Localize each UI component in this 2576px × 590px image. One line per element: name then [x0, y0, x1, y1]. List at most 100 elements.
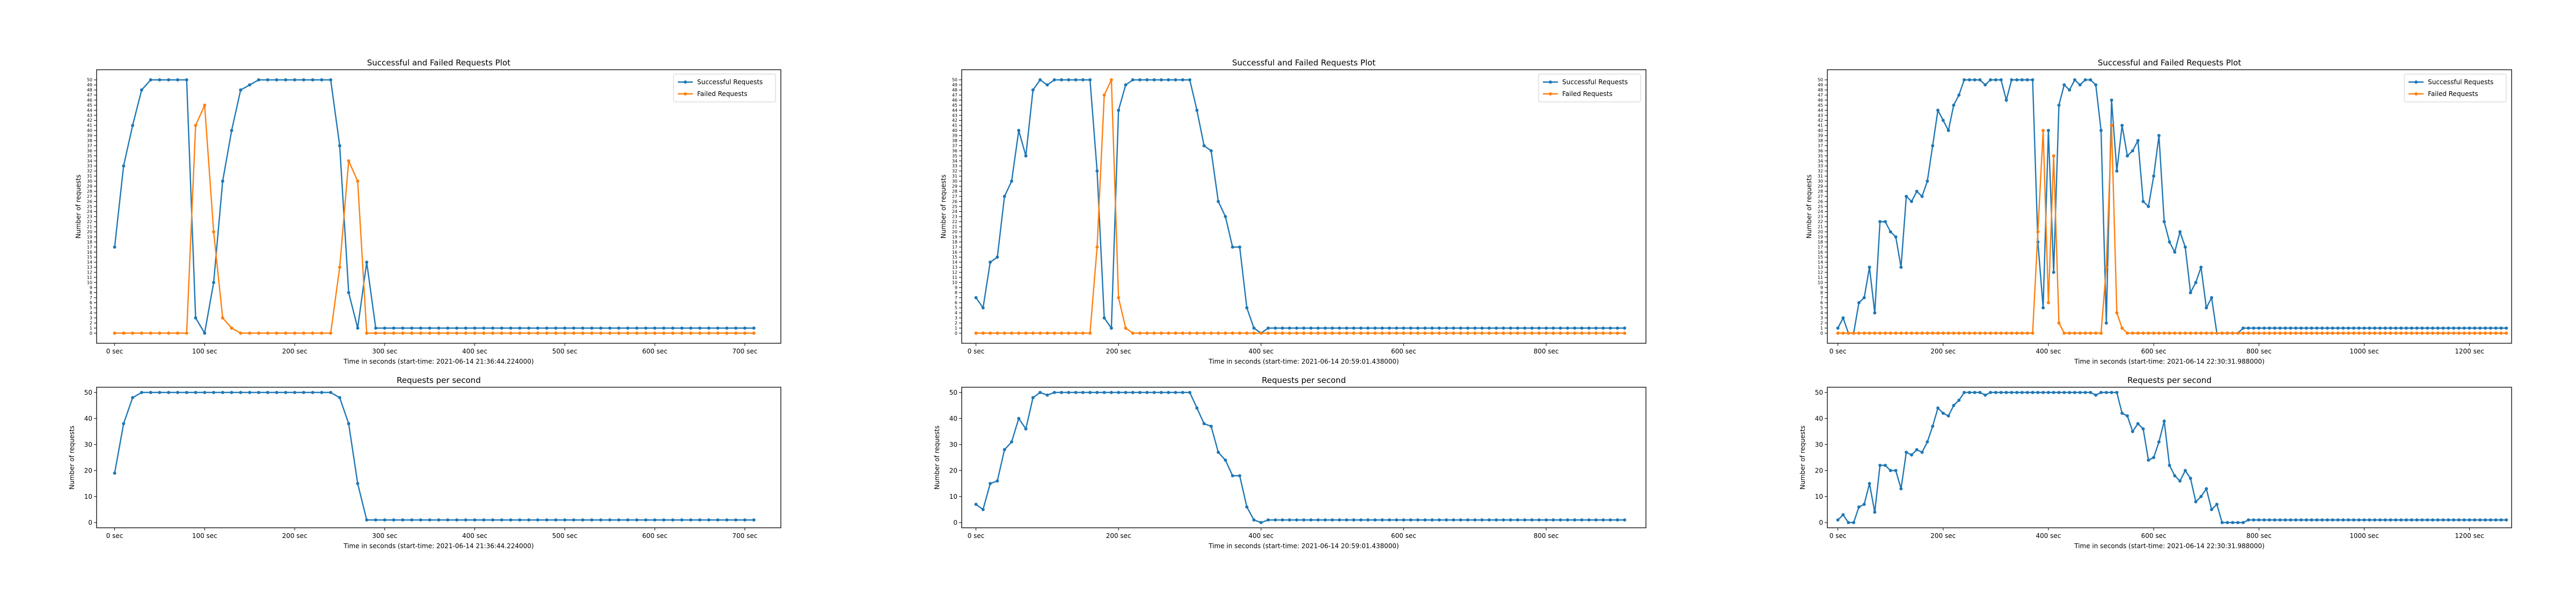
series-successful	[1836, 78, 2508, 335]
y-tick-label: 30	[84, 441, 92, 448]
data-point	[1899, 266, 1903, 269]
data-point	[284, 390, 288, 394]
data-point	[338, 266, 341, 269]
data-point	[1380, 518, 1384, 522]
data-point	[500, 326, 503, 330]
data-point	[1416, 326, 1419, 330]
data-point	[2052, 154, 2055, 158]
data-point	[581, 326, 584, 330]
data-point	[284, 78, 288, 82]
y-tick-label: 50	[87, 78, 92, 83]
data-point	[689, 326, 693, 330]
data-point	[257, 78, 260, 82]
y-tick-label: 9	[955, 285, 957, 290]
data-point	[2378, 326, 2382, 330]
data-point	[1936, 108, 1940, 112]
data-point	[1437, 326, 1441, 330]
data-point	[428, 331, 431, 335]
x-tick-label: 1200 sec	[2455, 348, 2484, 355]
y-tick-label: 16	[952, 250, 957, 255]
subplot-4: Requests per second 0 sec 200 sec 400 sec 60…	[933, 375, 1646, 550]
data-point	[644, 518, 648, 522]
data-point	[981, 331, 985, 335]
x-tick-label: 200 sec	[1930, 348, 1956, 355]
data-point	[509, 331, 513, 335]
y-tick-label: 36	[952, 149, 957, 153]
data-point	[1124, 83, 1128, 87]
data-point	[392, 331, 396, 335]
data-point	[221, 179, 224, 183]
data-point	[1159, 331, 1163, 335]
data-point	[527, 331, 531, 335]
legend-label: Successful Requests	[1562, 78, 1628, 86]
data-point	[2073, 390, 2076, 394]
data-point	[2031, 331, 2035, 335]
data-point	[302, 331, 305, 335]
y-tick-label: 46	[1818, 98, 1823, 102]
data-point	[617, 326, 620, 330]
data-point	[2099, 129, 2103, 132]
data-point	[1002, 448, 1006, 452]
data-point	[2320, 331, 2324, 335]
y-tick-label: 44	[952, 108, 957, 113]
data-point	[1963, 331, 1966, 335]
data-point	[2031, 78, 2035, 82]
data-point	[1238, 245, 1241, 249]
data-point	[356, 179, 360, 183]
data-point	[1509, 331, 1512, 335]
data-point	[113, 245, 116, 249]
data-point	[464, 331, 467, 335]
data-point	[635, 331, 639, 335]
y-tick-label: 50	[952, 78, 957, 83]
y-tick-label: 0	[88, 519, 92, 526]
y-tick-label: 24	[1818, 209, 1823, 214]
data-point	[1395, 331, 1399, 335]
data-point	[2394, 326, 2398, 330]
data-point	[491, 518, 495, 522]
data-point	[1530, 518, 1534, 522]
data-point	[2489, 326, 2492, 330]
data-point	[2357, 326, 2361, 330]
y-tick-label: 27	[952, 194, 957, 199]
data-point	[2189, 291, 2192, 294]
data-point	[2426, 518, 2429, 522]
data-point	[482, 518, 486, 522]
y-tick-label: 25	[87, 204, 92, 209]
y-tick-label: 29	[1818, 184, 1823, 189]
data-point	[1366, 326, 1370, 330]
data-point	[1952, 331, 1956, 335]
data-point	[140, 390, 143, 394]
data-point	[1623, 326, 1627, 330]
y-tick-label: 26	[87, 199, 92, 204]
data-point	[1594, 518, 1598, 522]
data-point	[2120, 326, 2124, 330]
axes-frame	[96, 387, 781, 528]
subplot-5: Successful and Failed Requests Plot 0 sec…	[1805, 58, 2512, 365]
chart-title: Requests per second	[2127, 375, 2212, 385]
data-point	[1841, 316, 1845, 320]
data-point	[698, 331, 701, 335]
data-point	[1081, 78, 1085, 82]
y-tick-label: 14	[952, 260, 957, 265]
y-tick-label: 42	[952, 118, 957, 123]
data-point	[1259, 331, 1263, 335]
y-tick-label: 30	[949, 441, 957, 448]
data-point	[2325, 518, 2329, 522]
data-point	[1224, 215, 1227, 218]
data-point	[2315, 331, 2319, 335]
data-point	[536, 518, 539, 522]
y-tick-label: 30	[952, 179, 957, 184]
data-point	[1224, 331, 1227, 335]
data-point	[1537, 331, 1541, 335]
data-point	[2441, 331, 2445, 335]
data-point	[1868, 331, 1871, 335]
y-tick-label: 25	[952, 204, 957, 209]
data-point	[203, 390, 207, 394]
data-point	[1309, 518, 1313, 522]
data-point	[356, 482, 360, 485]
data-point	[2320, 518, 2324, 522]
axes-frame	[96, 69, 781, 344]
y-tick-label: 48	[87, 88, 92, 93]
data-point	[500, 331, 503, 335]
data-point	[572, 326, 576, 330]
